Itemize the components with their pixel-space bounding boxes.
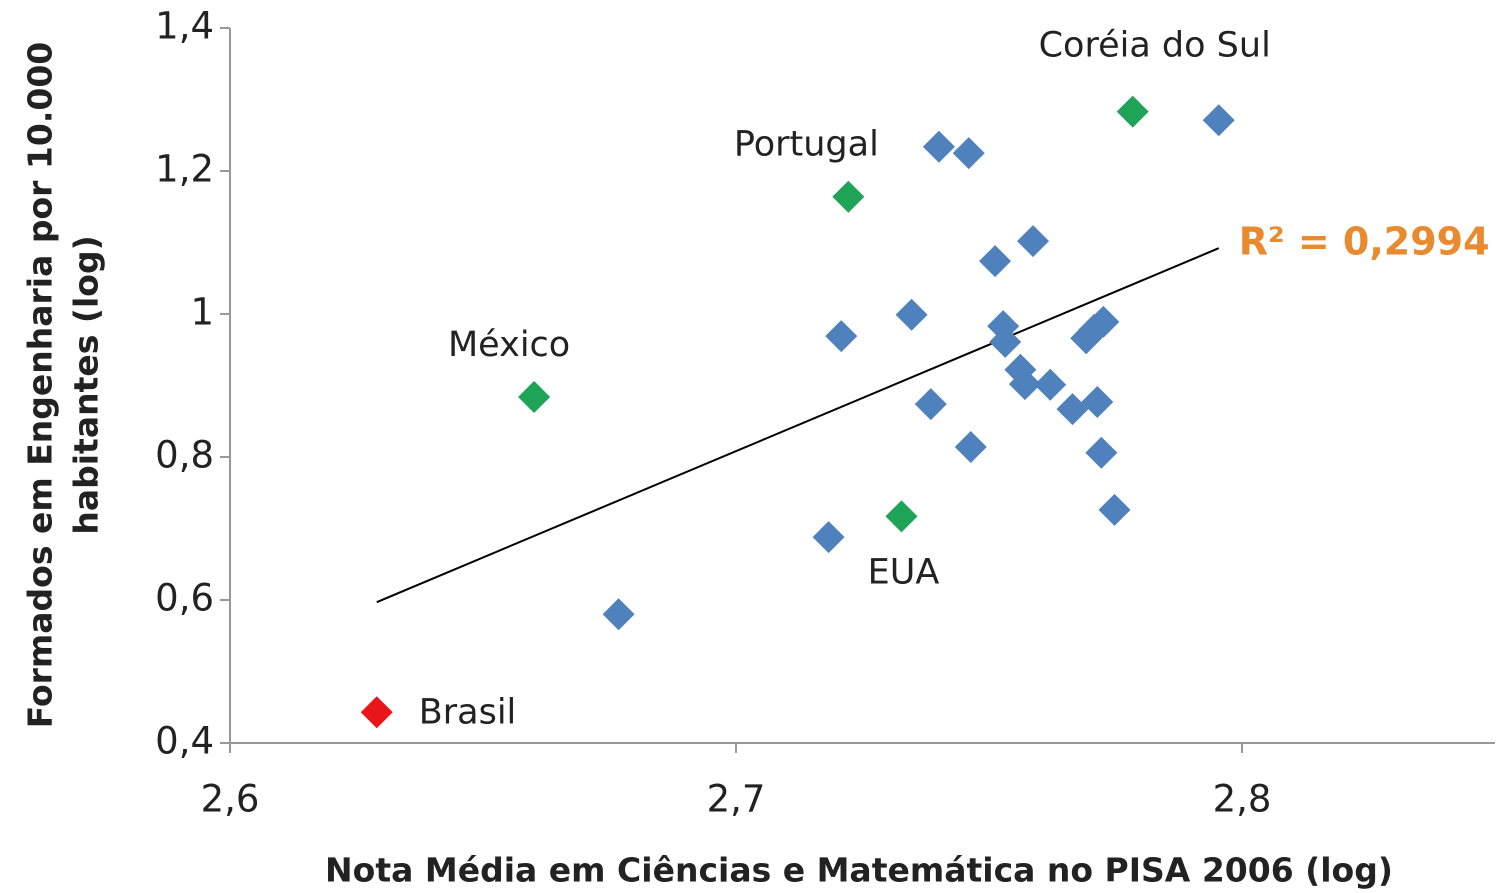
x-tick-label: 2,7 xyxy=(707,778,766,821)
data-point xyxy=(895,298,928,331)
x-tick-label: 2,6 xyxy=(201,778,260,821)
data-point xyxy=(1008,368,1041,401)
y-tick-label: 0,8 xyxy=(155,434,214,477)
data-point xyxy=(602,598,635,631)
x-axis-title: Nota Média em Ciências e Matemática no P… xyxy=(325,851,1393,890)
data-point xyxy=(1087,305,1120,338)
data-point xyxy=(518,380,551,413)
y-axis-title: Formados em Engenharia por 10.000 xyxy=(21,42,60,729)
point-label: EUA xyxy=(868,552,940,592)
y-tick-label: 0,4 xyxy=(155,720,214,763)
y-axis-title: habitantes (log) xyxy=(67,235,106,534)
r-squared-label: R² = 0,2994 xyxy=(1239,220,1490,264)
data-point xyxy=(1034,368,1067,401)
data-point xyxy=(914,388,947,421)
data-point xyxy=(832,180,865,213)
data-point xyxy=(1098,493,1131,526)
point-label: Portugal xyxy=(734,125,879,165)
y-tick-label: 1 xyxy=(190,291,214,334)
data-point xyxy=(1056,393,1089,426)
data-point xyxy=(1202,104,1235,137)
data-point xyxy=(825,320,858,353)
data-point xyxy=(954,430,987,463)
data-point xyxy=(1081,385,1114,418)
data-point xyxy=(1017,225,1050,258)
data-point xyxy=(922,130,955,163)
y-tick-label: 1,2 xyxy=(155,148,214,191)
y-tick-label: 1,4 xyxy=(155,5,214,48)
data-point xyxy=(1085,436,1118,469)
point-label: Brasil xyxy=(419,692,517,732)
trendline xyxy=(376,247,1220,604)
y-tick-label: 0,6 xyxy=(155,577,214,620)
data-point xyxy=(1116,95,1149,128)
point-label: Coréia do Sul xyxy=(1039,26,1271,66)
point-label: México xyxy=(448,325,570,365)
data-point xyxy=(989,325,1022,358)
data-point xyxy=(885,500,918,533)
data-point xyxy=(812,521,845,554)
x-tick-label: 2,8 xyxy=(1213,778,1272,821)
data-point xyxy=(360,696,393,729)
data-point xyxy=(979,245,1012,278)
data-point xyxy=(952,137,985,170)
